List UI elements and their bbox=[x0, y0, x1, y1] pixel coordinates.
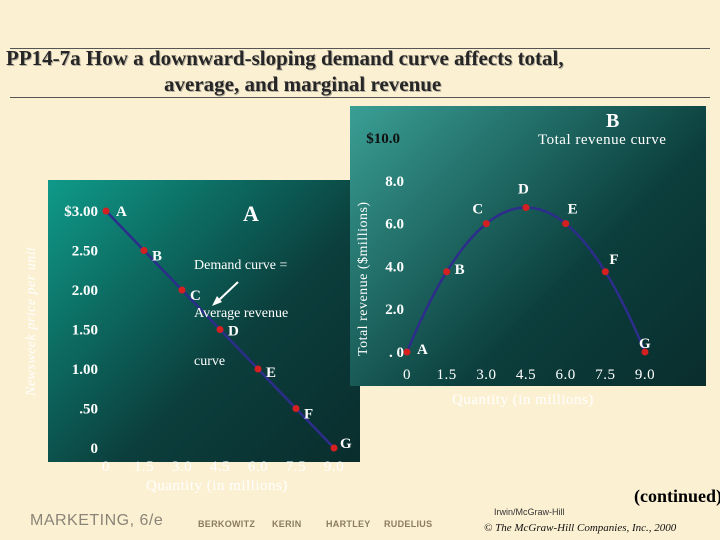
panel-b-point-f bbox=[601, 268, 609, 276]
continued-label: (continued) bbox=[634, 486, 720, 506]
demand-curve-label: Demand curve = Average revenue curve bbox=[194, 226, 288, 386]
panel-a-letter: A bbox=[243, 201, 259, 226]
panel-b-point-label: G bbox=[639, 336, 651, 352]
panel-a-point-c bbox=[178, 286, 186, 294]
panel-b-x-tick-label: 3.0 bbox=[476, 367, 496, 383]
demand-curve-label-line: Demand curve = bbox=[194, 258, 288, 273]
panel-b-point-a bbox=[403, 348, 411, 356]
footer-author: HARTLEY bbox=[326, 519, 371, 529]
footer-book-title: MARKETING, 6/e bbox=[30, 512, 164, 529]
panel-a-x-tick-label: 7.5 bbox=[286, 459, 306, 475]
panel-b-y-tick-label: 8.0 bbox=[385, 174, 404, 190]
panel-a-y-tick-label: 1.50 bbox=[72, 323, 98, 339]
panel-a-y-tick-label: 0 bbox=[91, 441, 99, 457]
panel-b-letter: B bbox=[606, 110, 620, 132]
footer-author: KERIN bbox=[272, 519, 302, 529]
panel-a-point-g bbox=[330, 444, 338, 452]
panel-a-x-tick-label: 0 bbox=[102, 459, 110, 475]
panel-a-x-tick-label: 4.5 bbox=[210, 459, 230, 475]
panel-a-y-tick-label: 2.00 bbox=[72, 283, 98, 299]
publisher-line-2: © The McGraw-Hill Companies, Inc., 2000 bbox=[484, 522, 677, 534]
slide-title-line-1: PP14-7a How a downward-sloping demand cu… bbox=[6, 46, 564, 70]
panel-b-point-b bbox=[443, 268, 451, 276]
publisher-line-1: Irwin/McGraw-Hill bbox=[494, 507, 565, 517]
panel-a-y-axis-label: Newsweek price per unit bbox=[24, 246, 39, 396]
slide-title-line-2: average, and marginal revenue bbox=[164, 72, 442, 96]
panel-a-x-tick-label: 9.0 bbox=[324, 459, 344, 475]
panel-b-point-label: B bbox=[455, 262, 465, 278]
panel-a-x-axis-label: Quantity (in millions) bbox=[146, 478, 288, 494]
panel-b-background bbox=[350, 106, 706, 386]
panel-a-point-label: A bbox=[116, 204, 127, 220]
footer-author: BERKOWITZ bbox=[198, 519, 256, 529]
panel-b-y-tick-label: $10.0 bbox=[366, 131, 400, 147]
panel-b-point-label: A bbox=[417, 342, 428, 358]
demand-curve-label-line: curve bbox=[194, 354, 226, 369]
panel-a-x-tick-label: 3.0 bbox=[172, 459, 192, 475]
panel-b-x-tick-label: 4.5 bbox=[516, 367, 536, 383]
panel-b-y-tick-label: 2.0 bbox=[385, 302, 404, 318]
panel-a-point-e bbox=[254, 365, 262, 373]
panel-a-point-label: D bbox=[228, 324, 239, 340]
panel-b-point-label: D bbox=[518, 182, 529, 198]
panel-a-point-label: F bbox=[304, 407, 313, 423]
panel-b-y-tick-label: 4.0 bbox=[385, 259, 404, 275]
title-bottom-rule bbox=[10, 97, 710, 98]
panel-a-y-tick-label: .50 bbox=[79, 402, 98, 418]
panel-b-x-tick-label: 6.0 bbox=[556, 367, 576, 383]
panel-b-x-axis-label: Quantity (in millions) bbox=[452, 392, 594, 408]
panel-b-point-e bbox=[562, 220, 570, 228]
chart-a: $3.00 2.50 2.00 1.50 1.00 .50 00 1.5 3.0 4.5 6.0 7.… bbox=[64, 204, 352, 475]
panel-b-x-tick-label: 1.5 bbox=[437, 367, 457, 383]
panel-b-x-tick-label: 0 bbox=[403, 367, 411, 383]
panel-b-y-tick-label: 6.0 bbox=[385, 217, 404, 233]
panel-a-point-b bbox=[140, 247, 148, 254]
panel-a-background bbox=[48, 180, 360, 462]
panel-b-x-tick-label: 7.5 bbox=[595, 367, 615, 383]
title-top-rule bbox=[10, 48, 710, 49]
panel-a-x-tick-label: 1.5 bbox=[134, 459, 154, 475]
demand-label-arrow bbox=[218, 281, 239, 301]
demand-curve-label-line: Average revenue bbox=[194, 306, 289, 321]
panel-a-y-tick-label: $3.00 bbox=[64, 204, 98, 220]
panel-b-point-d bbox=[522, 204, 530, 212]
panel-a-point-label: G bbox=[340, 436, 352, 452]
panel-a-y-tick-label: 1.00 bbox=[72, 362, 98, 378]
panel-b-y-tick-label: . 0 bbox=[389, 345, 404, 361]
panel-b-title: Total revenue curve bbox=[538, 132, 667, 148]
panel-b-point-label: F bbox=[609, 252, 618, 268]
panel-a-x-tick-label: 6.0 bbox=[248, 459, 268, 475]
panel-b-point-label: C bbox=[472, 202, 483, 218]
panel-b-point-label: E bbox=[568, 202, 578, 218]
panel-a-point-f bbox=[292, 405, 300, 412]
panel-b-point-g bbox=[641, 348, 649, 356]
footer-author: RUDELIUS bbox=[384, 519, 433, 529]
panel-a-point-a bbox=[102, 207, 110, 215]
panel-b-y-axis-label: Total revenue ($millions) bbox=[356, 201, 371, 356]
panel-a-point-label: C bbox=[190, 288, 201, 304]
panel-a-point-label: B bbox=[152, 249, 162, 265]
demand-label-arrowhead bbox=[212, 296, 222, 306]
panel-a-y-tick-label: 2.50 bbox=[72, 244, 98, 260]
panel-b-x-tick-label: 9.0 bbox=[635, 367, 655, 383]
chart-b: $10.0 8.0 6.0 4.0 2.0 . 0 0 1.5 3.0 4.5 6.0 7.5 9.0 A… bbox=[366, 131, 655, 383]
panel-b-point-c bbox=[482, 220, 490, 228]
panel-a-point-label: E bbox=[266, 365, 276, 381]
panel-a-point-d bbox=[216, 326, 224, 333]
